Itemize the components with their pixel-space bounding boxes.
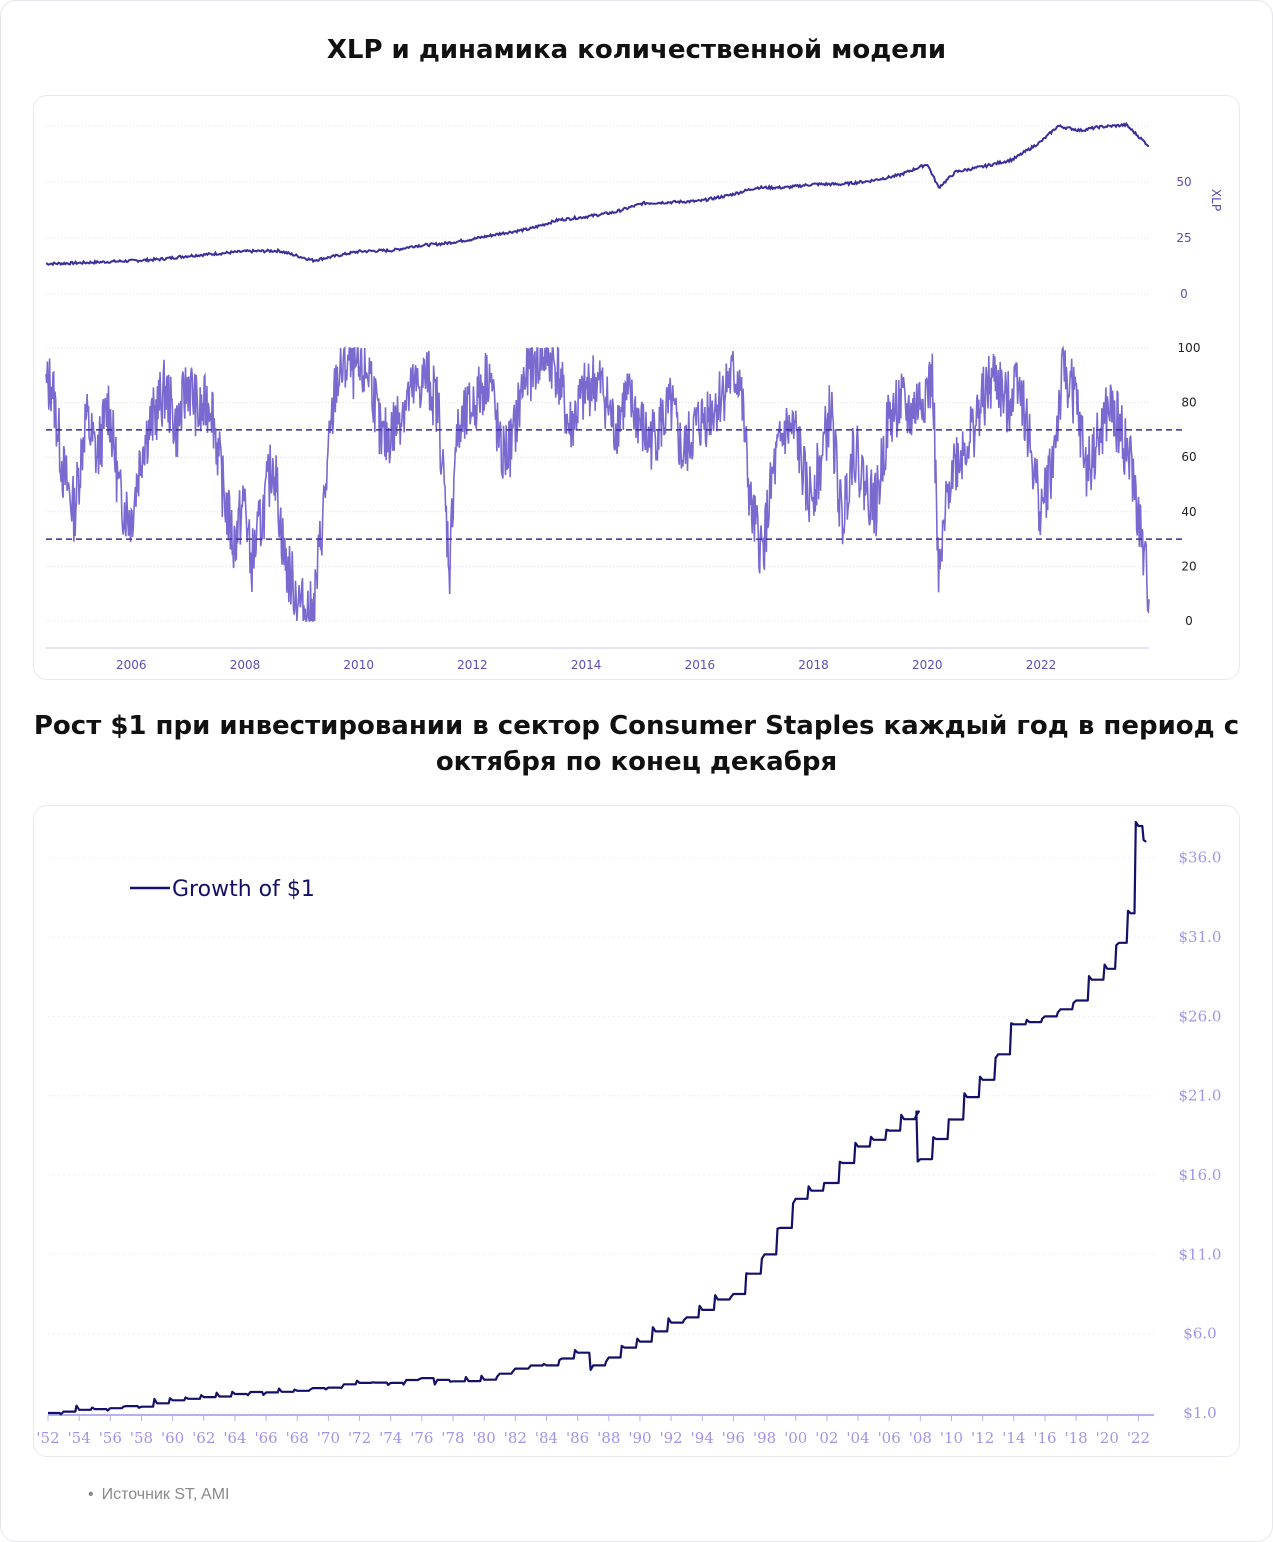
x-tick-label: 2014 xyxy=(571,658,602,672)
growth-x-tick-label: '58 xyxy=(130,1429,153,1447)
growth-x-tick-label: '68 xyxy=(286,1429,309,1447)
x-tick-label: 2016 xyxy=(685,658,716,672)
growth-x-tick-label: '56 xyxy=(99,1429,122,1447)
growth-x-tick-label: '94 xyxy=(691,1429,714,1447)
growth-x-tick-label: '60 xyxy=(161,1429,184,1447)
bullet-icon: • xyxy=(88,1486,94,1503)
xlp-y-tick-label: 50 xyxy=(1176,175,1191,189)
xlp-y-tick-label: 0 xyxy=(1180,287,1188,301)
model-series-line xyxy=(45,345,1150,622)
growth-x-tick-label: '52 xyxy=(36,1429,59,1447)
growth-x-tick-label: '96 xyxy=(722,1429,745,1447)
growth-y-tick-label: $1.0 xyxy=(1183,1404,1216,1422)
growth-x-tick-label: '22 xyxy=(1127,1429,1150,1447)
growth-x-tick-label: '54 xyxy=(68,1429,91,1447)
model-y-tick-label: 100 xyxy=(1178,341,1201,355)
growth-x-tick-label: '70 xyxy=(317,1429,340,1447)
growth-x-tick-label: '80 xyxy=(473,1429,496,1447)
growth-x-tick-label: '66 xyxy=(254,1429,277,1447)
chart-title-xlp: XLP и динамика количественной модели xyxy=(326,35,947,65)
growth-y-tick-label: $21.0 xyxy=(1179,1087,1222,1105)
model-y-tick-label: 80 xyxy=(1181,396,1196,410)
growth-x-tick-label: '86 xyxy=(566,1429,589,1447)
growth-x-tick-label: '88 xyxy=(597,1429,620,1447)
growth-x-tick-label: '62 xyxy=(192,1429,215,1447)
growth-x-tick-label: '18 xyxy=(1065,1429,1088,1447)
growth-y-tick-label: $11.0 xyxy=(1179,1245,1222,1263)
xlp-model-chart: 0 25 50 XLP 0 20 40 60 80 100 2006 2008 2010 2012 2014… xyxy=(45,121,1223,672)
model-y-tick-label: 40 xyxy=(1181,505,1196,519)
growth-x-tick-label: '16 xyxy=(1033,1429,1056,1447)
xlp-series-line xyxy=(45,121,1150,267)
growth-x-tick-label: '00 xyxy=(784,1429,807,1447)
chart-title-growth: Рост $1 при инвестировании в сектор Cons… xyxy=(33,711,1240,777)
growth-series-line xyxy=(48,820,1147,1416)
source-footnote: • Источник ST, AMI xyxy=(88,1486,229,1504)
growth-x-tick-label: '20 xyxy=(1096,1429,1119,1447)
growth-x-tick-label: '02 xyxy=(815,1429,838,1447)
xlp-model-chart-panel: 0 25 50 XLP 0 20 40 60 80 100 2006 2008 2010 2012 2014… xyxy=(33,95,1240,680)
x-tick-label: 2020 xyxy=(912,658,943,672)
model-y-tick-label: 60 xyxy=(1181,450,1196,464)
source-text: Источник ST, AMI xyxy=(101,1486,230,1503)
x-tick-label: 2010 xyxy=(343,658,374,672)
xlp-y-axis-label: XLP xyxy=(1209,189,1223,211)
growth-y-tick-label: $31.0 xyxy=(1179,928,1222,946)
x-tick-label: 2022 xyxy=(1026,658,1057,672)
growth-x-tick-label: '10 xyxy=(940,1429,963,1447)
legend-label: Growth of $1 xyxy=(172,877,315,902)
x-tick-label: 2018 xyxy=(798,658,829,672)
growth-chart-panel: $1.0 $6.0 $11.0 $16.0 $21.0 $26.0 $31.0 $36.0 '5… xyxy=(33,805,1240,1457)
growth-x-tick-label: '82 xyxy=(504,1429,527,1447)
x-tick-label: 2012 xyxy=(457,658,488,672)
growth-y-tick-label: $36.0 xyxy=(1179,849,1222,867)
growth-x-tick-label: '12 xyxy=(971,1429,994,1447)
growth-y-tick-label: $6.0 xyxy=(1183,1325,1216,1343)
growth-x-tick-label: '04 xyxy=(846,1429,869,1447)
model-y-tick-label: 0 xyxy=(1185,614,1193,628)
x-tick-label: 2006 xyxy=(116,658,147,672)
growth-x-tick-label: '98 xyxy=(753,1429,776,1447)
model-y-tick-label: 20 xyxy=(1181,559,1196,573)
growth-x-tick-label: '74 xyxy=(379,1429,402,1447)
growth-x-tick-label: '76 xyxy=(410,1429,433,1447)
growth-x-tick-label: '64 xyxy=(223,1429,246,1447)
xlp-y-tick-label: 25 xyxy=(1176,231,1191,245)
growth-x-tick-label: '78 xyxy=(441,1429,464,1447)
growth-x-tick-label: '08 xyxy=(909,1429,932,1447)
growth-x-tick-label: '06 xyxy=(878,1429,901,1447)
growth-chart: $1.0 $6.0 $11.0 $16.0 $21.0 $26.0 $31.0 $36.0 '5… xyxy=(36,820,1222,1447)
growth-x-tick-label: '72 xyxy=(348,1429,371,1447)
growth-y-tick-label: $26.0 xyxy=(1179,1007,1222,1025)
x-tick-label: 2008 xyxy=(230,658,261,672)
growth-y-tick-label: $16.0 xyxy=(1179,1166,1222,1184)
growth-x-tick-label: '92 xyxy=(659,1429,682,1447)
growth-x-tick-label: '14 xyxy=(1002,1429,1025,1447)
growth-x-tick-label: '90 xyxy=(628,1429,651,1447)
growth-x-tick-label: '84 xyxy=(535,1429,558,1447)
